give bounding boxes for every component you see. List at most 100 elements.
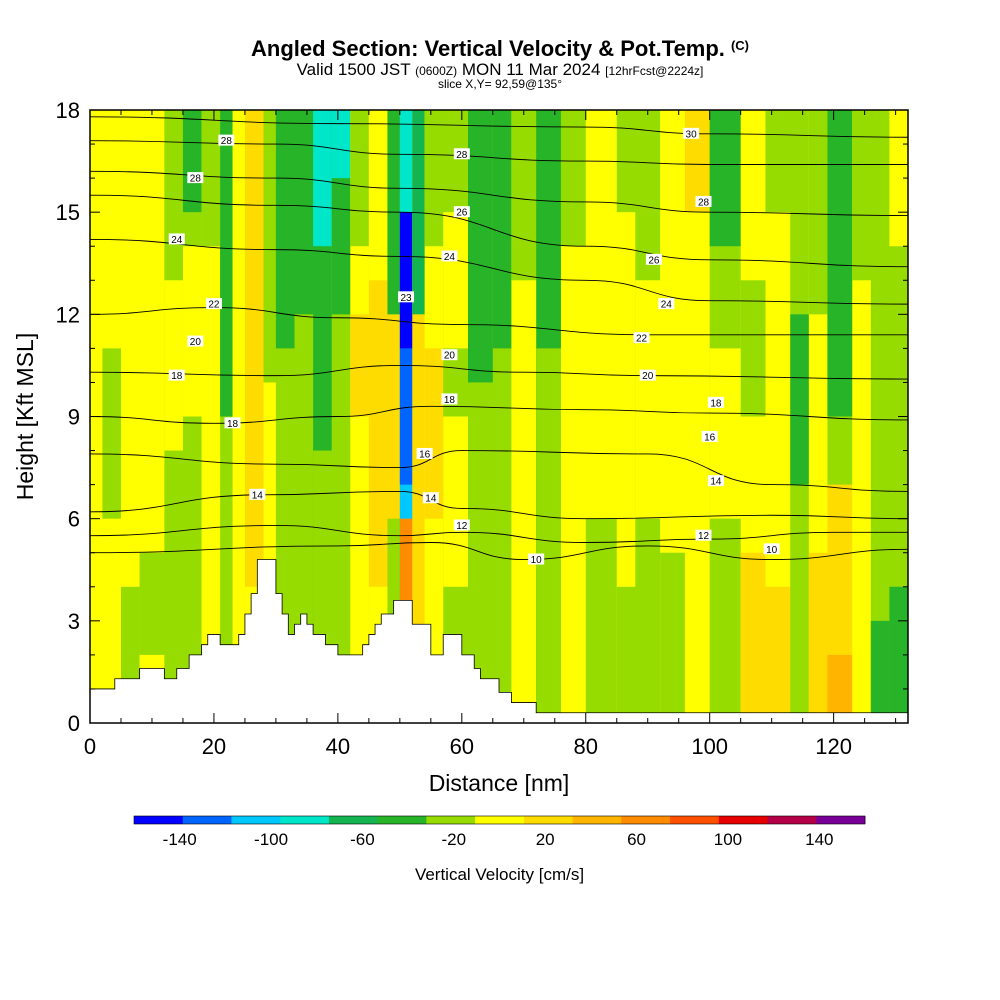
velocity-cell-31-1 (684, 110, 711, 213)
velocity-cell-7-1 (220, 110, 234, 417)
contour-label-box-17 (528, 553, 545, 565)
contour-label-box-26 (707, 475, 724, 487)
contour-label-19: 28 (698, 197, 710, 208)
y-tick-label-1: 3 (68, 609, 80, 634)
velocity-cell-17-1 (387, 314, 401, 519)
contour-label-box-8 (398, 291, 415, 303)
velocity-cell-10-1 (263, 110, 277, 383)
terrain-fill (89, 559, 909, 724)
velocity-cell-34-1 (765, 586, 791, 723)
colorbar-swatch-12 (718, 816, 768, 824)
isentrope-16-3 (90, 450, 908, 492)
contour-label-12: 20 (444, 351, 456, 362)
contour-label-23: 20 (642, 371, 654, 382)
colorbar-swatch-13 (767, 816, 817, 824)
colorbar-label-3: -20 (442, 830, 467, 849)
velocity-cell-11-1 (275, 110, 296, 349)
velocity-cell-20-2 (424, 110, 444, 247)
x-axis-title: Distance [nm] (429, 770, 570, 796)
contour-label-18: 30 (686, 129, 698, 140)
contour-label-13: 18 (444, 395, 456, 406)
contour-label-15: 14 (425, 494, 437, 505)
velocity-cell-29-1 (635, 280, 661, 519)
isentrope-26-8 (90, 194, 908, 268)
velocity-cell-36-1 (808, 552, 829, 723)
slice-label: slice X,Y= 92,59@135° (437, 77, 563, 91)
velocity-cell-28-2 (616, 110, 636, 213)
velocity-cell-12-1 (294, 110, 314, 315)
velocity-cell-37-1 (827, 654, 853, 723)
contour-label-box-3 (205, 298, 222, 310)
colorbar-swatch-6 (426, 816, 476, 824)
colorbar-title: Vertical Velocity [cm/s] (415, 865, 584, 884)
colorbar-outline (133, 815, 866, 825)
contour-label-box-20 (645, 253, 662, 265)
isentrope-24-7 (90, 238, 908, 305)
colorbar-label-2: -60 (350, 830, 375, 849)
isentrope-12-1 (90, 525, 908, 543)
contour-label-box-11 (441, 250, 458, 262)
velocity-cell-33-2 (740, 280, 767, 417)
contour-labels: 28 28 24 22 20 18 18 14 23 28 26 24 20 18 16 14 12 10 30 28… (168, 127, 780, 566)
velocity-cell-39-1 (870, 620, 891, 723)
velocity-cell-23-1 (492, 110, 512, 349)
velocity-cell-6-0 (201, 110, 221, 723)
contour-label-box-21 (658, 298, 675, 310)
contour-label-box-6 (224, 417, 241, 429)
velocity-cell-2-1 (120, 586, 141, 689)
colorbar-swatch-10 (621, 816, 671, 824)
velocity-cell-27-1 (585, 518, 618, 723)
terrain-profile (89, 559, 909, 724)
contour-label-8: 23 (400, 293, 412, 304)
contour-label-box-7 (249, 488, 266, 500)
velocity-cell-18-3 (399, 212, 413, 349)
colorbar-label-0: -140 (163, 830, 197, 849)
contour-label-24: 18 (710, 398, 722, 409)
velocity-cell-28-0 (616, 110, 636, 723)
velocity-cell-34-2 (765, 110, 791, 213)
velocity-cell-6-1 (201, 110, 221, 247)
contour-label-25: 16 (704, 432, 716, 443)
contour-label-box-18 (683, 127, 700, 139)
isentrope-18-4 (90, 405, 908, 424)
isentrope-28-9 (90, 170, 908, 217)
contour-label-0: 28 (221, 136, 233, 147)
contour-label-box-10 (453, 206, 470, 218)
isentrope-14-2 (90, 490, 908, 520)
contour-label-box-16 (453, 519, 470, 531)
contour-label-27: 12 (698, 531, 710, 542)
contour-label-11: 24 (444, 252, 456, 263)
y-tick-label-3: 9 (68, 405, 80, 430)
y-tick-label-2: 6 (68, 507, 80, 532)
velocity-cell-36-2 (808, 110, 829, 315)
velocity-cell-21-1 (443, 416, 469, 587)
y-tick-label-6: 18 (56, 98, 80, 123)
velocity-cell-28-1 (616, 586, 636, 723)
chart-title: Angled Section: Vertical Velocity & Pot.… (251, 36, 749, 61)
velocity-cell-5-2 (182, 110, 203, 213)
x-tick-label-4: 80 (574, 734, 598, 759)
velocity-cell-1-1 (102, 348, 122, 519)
velocity-cell-5-1 (182, 246, 203, 417)
colorbar-swatch-4 (328, 816, 379, 824)
isentrope-30-11 (90, 116, 908, 138)
contour-label-box-2 (168, 233, 185, 245)
colorbar-label-4: 20 (536, 830, 555, 849)
colorbar-swatch-2 (231, 816, 281, 824)
contour-label-5: 18 (171, 371, 183, 382)
y-tick-label-0: 0 (68, 711, 80, 736)
contour-label-28: 10 (766, 545, 778, 556)
colorbar-swatch-7 (475, 816, 525, 824)
contour-label-14: 16 (419, 449, 431, 460)
x-tick-label-3: 60 (450, 734, 474, 759)
contour-label-17: 10 (531, 555, 543, 566)
isentrope-28-10 (90, 140, 908, 165)
colorbar-swatch-3 (280, 816, 330, 824)
colorbar-swatch-5 (377, 816, 427, 824)
contour-label-box-14 (416, 447, 433, 459)
contour-label-16: 12 (456, 521, 468, 532)
contour-label-box-28 (763, 543, 780, 555)
velocity-cell-35-1 (790, 314, 810, 485)
velocity-cell-30-1 (660, 552, 686, 723)
